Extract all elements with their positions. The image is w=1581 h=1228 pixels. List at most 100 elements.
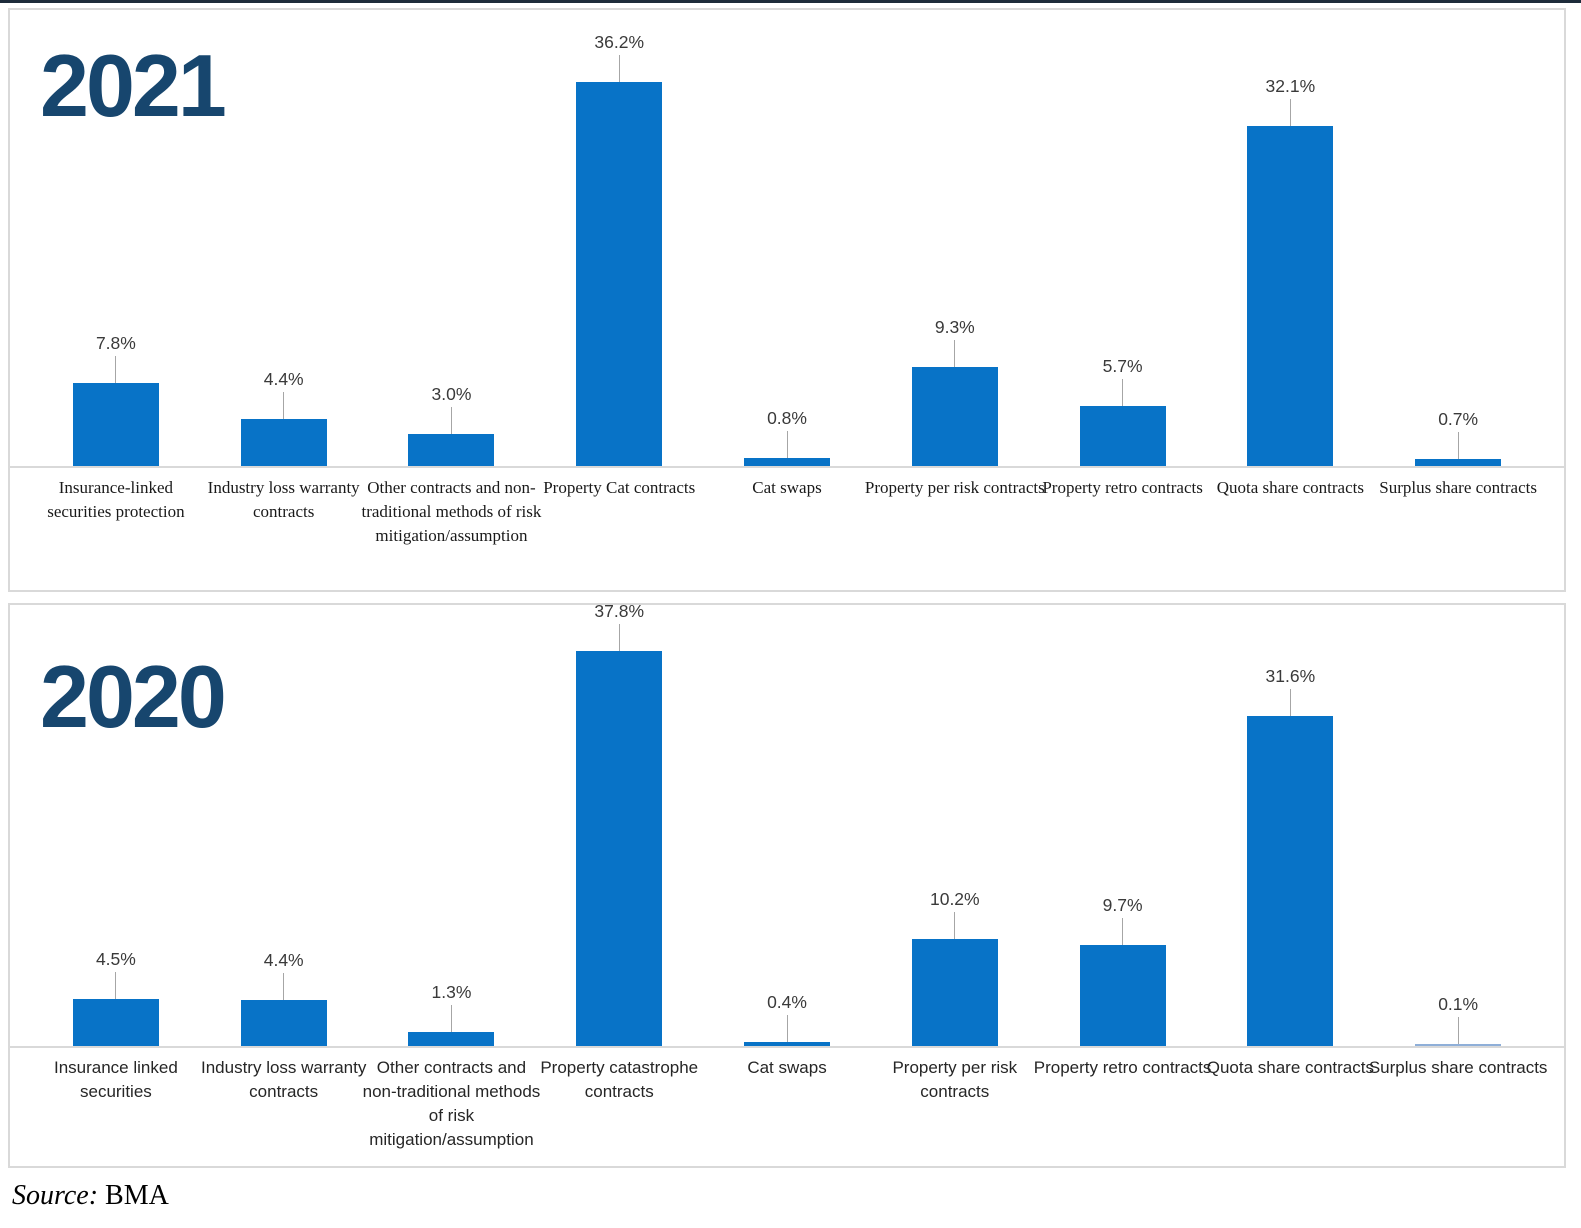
category-label: Property retro contracts: [1033, 1058, 1212, 1077]
bar-value-label: 4.4%: [263, 369, 304, 390]
bar-value-label: 0.8%: [767, 407, 807, 428]
bar-value-label: 9.3%: [934, 317, 975, 338]
bar-value-label: 7.8%: [95, 333, 136, 354]
bar: [1079, 405, 1166, 466]
bar: [1247, 125, 1334, 466]
bar-column: 4.4%: [200, 369, 368, 466]
bar-column: 0.4%: [703, 992, 871, 1046]
category-label: Other contracts and non-traditional meth…: [362, 1058, 541, 1150]
category-label: Property per risk contracts: [892, 1058, 1018, 1102]
bar-value-label: 10.2%: [929, 889, 980, 910]
leader-line: [1457, 431, 1459, 459]
bar-column: 37.8%: [535, 601, 703, 1046]
bar-value-label: 0.7%: [1438, 408, 1479, 429]
bar: [744, 457, 831, 466]
bar: [1247, 715, 1334, 1046]
chart-title-2020: 2020: [40, 647, 227, 746]
bar-column: 3.0%: [368, 384, 536, 466]
bar-column: 0.8%: [703, 408, 871, 466]
bar-column: 32.1%: [1206, 76, 1374, 466]
leader-line: [954, 340, 956, 368]
bar-value-label: 5.7%: [1102, 355, 1143, 376]
bar-value-label: 36.2%: [594, 32, 645, 53]
bar: [1079, 944, 1166, 1046]
bar-column: 1.3%: [368, 982, 536, 1046]
leader-line: [1122, 378, 1124, 406]
plot-area-2020: 4.5% 4.4% 1.3% 37.8% 0.4% 10.2% 9.7% 31.6% 0.1%: [10, 601, 1564, 1046]
category-label: Cat swaps: [752, 478, 822, 497]
leader-line: [115, 971, 117, 999]
bar-column: 4.5%: [32, 949, 200, 1046]
bar-value-label: 1.3%: [431, 982, 472, 1003]
bar: [911, 939, 998, 1046]
bar-column: 10.2%: [871, 889, 1039, 1046]
category-label: Other contracts and non-traditional meth…: [361, 478, 542, 546]
bar-value-label: 0.4%: [767, 991, 807, 1012]
bar: [72, 383, 159, 466]
category-label: Insurance-linked securities protection: [47, 478, 185, 522]
leader-line: [954, 912, 956, 940]
chart-title-2021: 2021: [40, 36, 227, 135]
bar: [576, 82, 663, 466]
page-top-border: [0, 0, 1581, 3]
source-value: BMA: [105, 1180, 169, 1211]
category-label: Property Cat contracts: [543, 478, 696, 497]
bar-column: 0.1%: [1374, 994, 1542, 1046]
category-label: Surplus share contracts: [1368, 1058, 1548, 1077]
leader-line: [283, 973, 285, 1001]
source-note: Source: BMA: [12, 1180, 169, 1212]
bar-column: 5.7%: [1039, 356, 1207, 466]
bar: [240, 1000, 327, 1046]
leader-line: [1289, 98, 1291, 126]
leader-line: [450, 1005, 452, 1033]
leader-line: [618, 624, 620, 651]
bar-column: 9.3%: [871, 317, 1039, 466]
leader-line: [786, 1014, 788, 1042]
leader-line: [1289, 688, 1291, 716]
x-axis-line-2020: [10, 1046, 1564, 1048]
bar-column: 31.6%: [1206, 666, 1374, 1046]
bar-value-label: 32.1%: [1265, 75, 1316, 96]
bar-column: 9.7%: [1039, 895, 1207, 1046]
bar: [911, 367, 998, 466]
category-label: Surplus share contracts: [1379, 478, 1537, 497]
leader-line: [1457, 1017, 1459, 1044]
category-label: Quota share contracts: [1206, 1058, 1374, 1077]
chart-panel-2020: 2020 4.5% 4.4% 1.3% 37.8% 0.4% 10.2% 9.7% 31.6%…: [8, 601, 1566, 1168]
x-axis-line-2021: [10, 466, 1564, 468]
category-axis-labels-2021: Insurance-linked securities protection In…: [10, 468, 1564, 548]
bar: [576, 651, 663, 1046]
source-label: Source:: [12, 1180, 99, 1211]
bar: [408, 434, 495, 466]
chart-panel-2021: 2021 7.8% 4.4% 3.0% 36.2% 0.8% 9.3% 5.7% 32.1% 0…: [8, 8, 1566, 592]
bar: [408, 1032, 495, 1046]
bar-column: 0.7%: [1374, 409, 1542, 466]
bar: [72, 998, 159, 1046]
leader-line: [786, 430, 788, 458]
category-label: Property retro contracts: [1042, 478, 1203, 497]
bar: [1415, 1044, 1502, 1046]
category-label: Industry loss warranty contracts: [201, 1058, 367, 1102]
bar-column: 7.8%: [32, 333, 200, 466]
category-label: Cat swaps: [747, 1058, 827, 1077]
bar: [1415, 458, 1502, 466]
bar-value-label: 4.4%: [263, 950, 304, 971]
bar-column: 4.4%: [200, 950, 368, 1046]
leader-line: [115, 356, 117, 384]
bar: [744, 1041, 831, 1046]
category-label: Quota share contracts: [1216, 478, 1364, 497]
bar-value-label: 9.7%: [1102, 894, 1143, 915]
category-axis-labels-2020: Insurance linked securities Industry loss…: [10, 1048, 1564, 1153]
leader-line: [450, 407, 452, 435]
bar-value-label: 0.1%: [1438, 994, 1479, 1014]
bar: [240, 419, 327, 466]
bar-column: 36.2%: [535, 32, 703, 466]
leader-line: [1122, 917, 1124, 945]
bar-value-label: 37.8%: [594, 601, 645, 621]
bar-value-label: 4.5%: [95, 948, 136, 969]
plot-area-2021: 7.8% 4.4% 3.0% 36.2% 0.8% 9.3% 5.7% 32.1% 0.7%: [10, 10, 1564, 466]
leader-line: [283, 392, 285, 420]
category-label: Insurance linked securities: [53, 1058, 178, 1102]
category-label: Property catastrophe contracts: [540, 1058, 699, 1102]
leader-line: [618, 55, 620, 83]
